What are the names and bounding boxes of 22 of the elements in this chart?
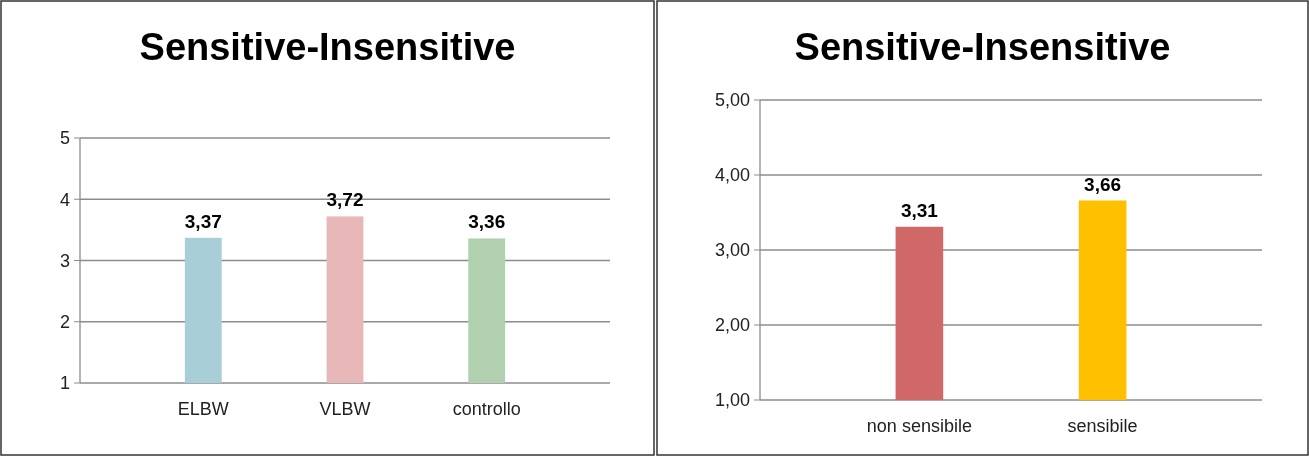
chart-title: Sensitive-Insensitive — [139, 26, 516, 68]
x-tick-label: controllo — [452, 399, 521, 419]
y-tick-label: 1 — [59, 373, 70, 394]
y-tick-label: 3 — [59, 250, 70, 271]
x-tick-label: non sensibile — [866, 416, 972, 436]
y-tick-label: 5,00 — [714, 90, 750, 111]
y-tick-label: 3,00 — [714, 240, 750, 261]
y-tick-label: 5 — [59, 128, 70, 149]
x-tick-label: VLBW — [319, 399, 371, 419]
data-label: 3,72 — [326, 189, 364, 211]
x-tick-label: sensibile — [1067, 416, 1138, 436]
y-tick-label: 4,00 — [714, 165, 750, 186]
y-tick-label: 1,00 — [714, 390, 750, 411]
y-tick-label: 4 — [59, 189, 70, 210]
data-label: 3,36 — [468, 211, 506, 233]
chart-title: Sensitive-Insensitive — [794, 26, 1171, 68]
data-label: 3,31 — [900, 199, 939, 221]
data-label: 3,37 — [184, 210, 222, 232]
y-tick-label: 2 — [59, 312, 70, 333]
x-tick-label: ELBW — [177, 399, 229, 419]
data-label: 3,66 — [1084, 173, 1122, 195]
y-tick-label: 2,00 — [714, 315, 750, 336]
